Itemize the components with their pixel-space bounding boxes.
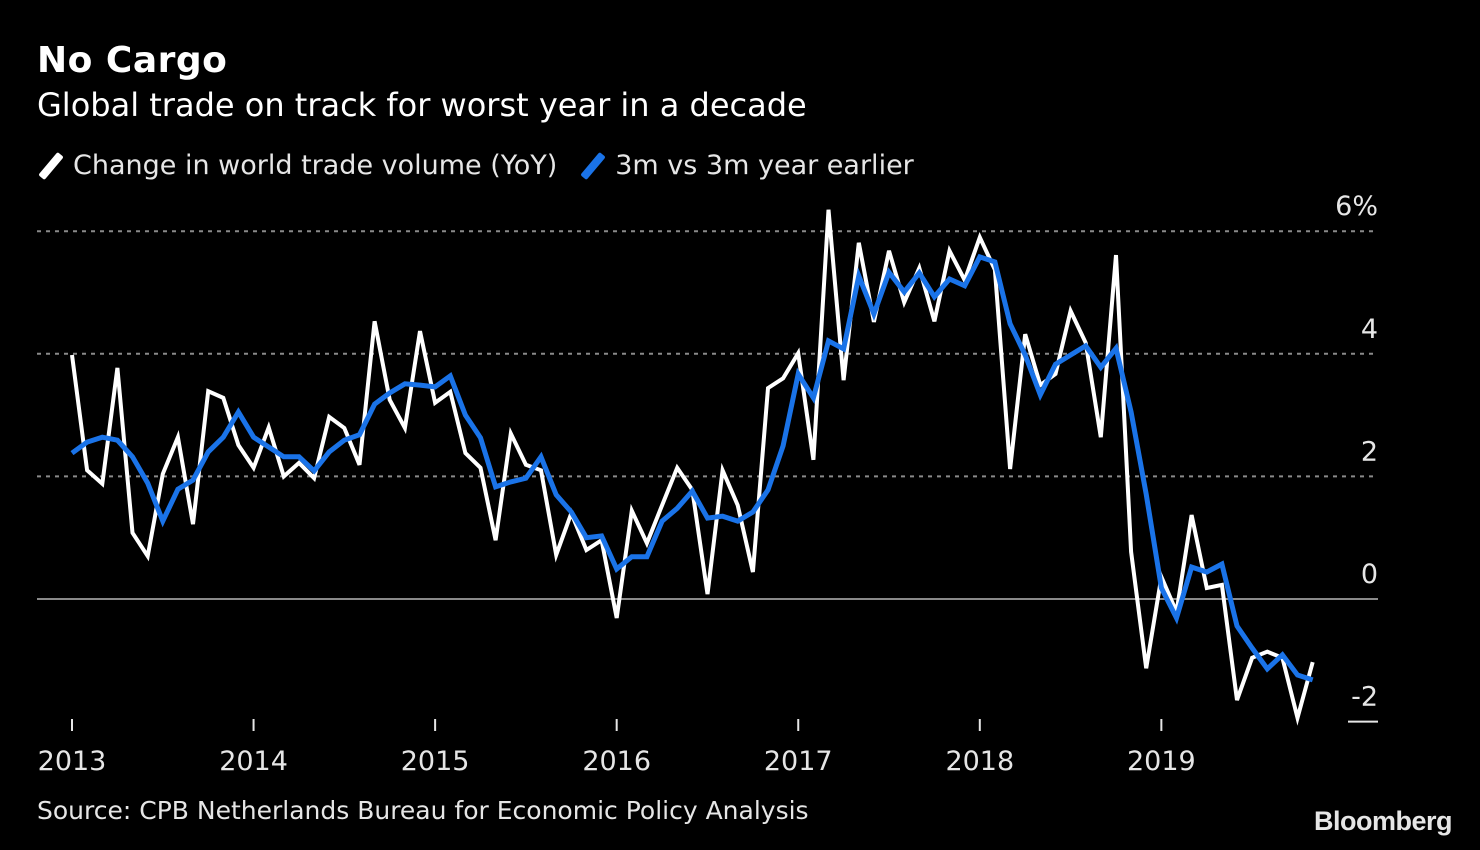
series-line-3m — [70, 253, 1314, 683]
y-tick-label: 4 — [1361, 314, 1378, 345]
x-tick-label: 2014 — [219, 746, 288, 777]
legend-item-3m: 3m vs 3m year earlier — [579, 150, 914, 181]
x-tick-label: 2017 — [764, 746, 833, 777]
source-note: Source: CPB Netherlands Bureau for Econo… — [37, 796, 809, 825]
chart-title: No Cargo — [37, 40, 228, 81]
legend-label-3m: 3m vs 3m year earlier — [615, 150, 914, 181]
y-tick-label: 6% — [1335, 191, 1378, 222]
chart-subtitle: Global trade on track for worst year in … — [37, 86, 807, 124]
y-tick-label: -2 — [1351, 682, 1378, 713]
x-tick-label: 2015 — [401, 746, 470, 777]
x-tick-label: 2019 — [1127, 746, 1196, 777]
x-tick-label: 2016 — [582, 746, 651, 777]
x-tick-label: 2018 — [945, 746, 1014, 777]
y-tick-label: 0 — [1361, 559, 1378, 590]
x-tick-label: 2013 — [38, 746, 107, 777]
y-tick-label: 2 — [1361, 436, 1378, 467]
series-line-yoy — [70, 209, 1315, 726]
legend-label-yoy: Change in world trade volume (YoY) — [73, 150, 558, 181]
bloomberg-logo: Bloomberg — [1313, 806, 1453, 836]
legend: Change in world trade volume (YoY) 3m vs… — [37, 150, 936, 181]
legend-item-yoy: Change in world trade volume (YoY) — [37, 150, 557, 181]
